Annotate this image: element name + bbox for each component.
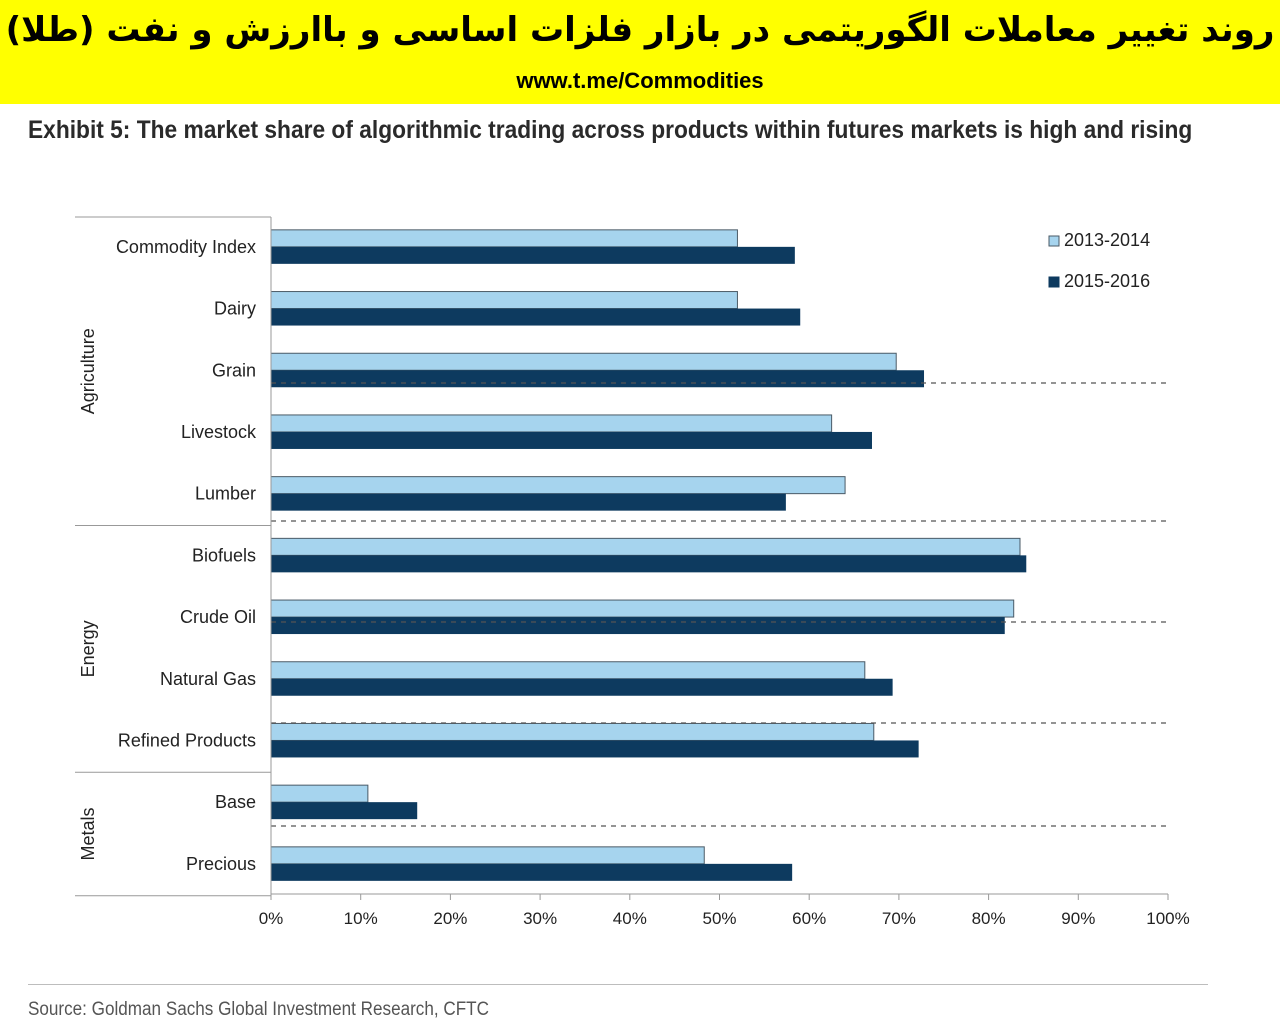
legend-label: 2013-2014 bbox=[1064, 230, 1150, 250]
legend-label: 2015-2016 bbox=[1064, 271, 1150, 291]
group-label-agriculture: Agriculture bbox=[78, 328, 98, 414]
bar-2013-2014 bbox=[270, 599, 1015, 618]
x-tick-label: 90% bbox=[1061, 909, 1095, 928]
bar-2013-2014 bbox=[270, 476, 846, 495]
x-tick-label: 40% bbox=[613, 909, 647, 928]
bar-2015-2016 bbox=[271, 493, 786, 511]
bar-2015-2016 bbox=[271, 740, 919, 758]
group-label-metals: Metals bbox=[78, 807, 98, 860]
bar-2013-2014 bbox=[270, 537, 1021, 556]
x-tick-label: 30% bbox=[523, 909, 557, 928]
bar-2015-2016 bbox=[271, 678, 893, 696]
category-label: Grain bbox=[212, 360, 256, 380]
x-tick-label: 80% bbox=[972, 909, 1006, 928]
bar-chart: Commodity Index Dairy Grain Livestock Lumber… bbox=[75, 216, 1190, 928]
x-tick-label: 10% bbox=[344, 909, 378, 928]
bar-2013-2014 bbox=[270, 661, 866, 680]
category-label: Commodity Index bbox=[116, 237, 256, 257]
source-note: Source: Goldman Sachs Global Investment … bbox=[28, 999, 489, 1020]
category-label: Base bbox=[215, 792, 256, 812]
group-label-energy: Energy bbox=[78, 620, 98, 677]
banner-title: روند تغییر معاملات الگوریتمی در بازار فل… bbox=[5, 10, 1275, 50]
category-label: Livestock bbox=[181, 422, 257, 442]
bar-2015-2016 bbox=[271, 863, 793, 881]
bar-2013-2014 bbox=[270, 352, 897, 371]
banner-url: www.t.me/Commodities bbox=[516, 68, 764, 93]
bar-2015-2016 bbox=[271, 802, 418, 820]
x-tick-label: 0% bbox=[259, 909, 284, 928]
header-banner: روند تغییر معاملات الگوریتمی در بازار فل… bbox=[0, 0, 1280, 104]
bar-2013-2014 bbox=[270, 414, 833, 433]
legend-swatch bbox=[1048, 276, 1060, 288]
category-label: Precious bbox=[186, 854, 256, 874]
x-tick-label: 50% bbox=[702, 909, 736, 928]
bar-2015-2016 bbox=[271, 246, 795, 264]
bar-2015-2016 bbox=[271, 555, 1027, 573]
bar-2013-2014 bbox=[270, 846, 705, 865]
category-label: Refined Products bbox=[118, 730, 256, 750]
bar-2013-2014 bbox=[270, 229, 738, 248]
category-label: Lumber bbox=[195, 484, 256, 504]
bar-2013-2014 bbox=[270, 291, 738, 310]
category-label: Dairy bbox=[214, 299, 256, 319]
source-divider bbox=[28, 984, 1208, 985]
chart-title: Exhibit 5: The market share of algorithm… bbox=[28, 116, 1193, 144]
x-tick-label: 20% bbox=[433, 909, 467, 928]
bar-2015-2016 bbox=[271, 370, 925, 388]
legend-swatch bbox=[1048, 235, 1060, 247]
bar-2013-2014 bbox=[270, 784, 369, 803]
x-tick-label: 100% bbox=[1146, 909, 1189, 928]
category-label: Biofuels bbox=[192, 545, 256, 565]
category-label: Natural Gas bbox=[160, 669, 256, 689]
x-tick-label: 60% bbox=[792, 909, 826, 928]
bar-2013-2014 bbox=[270, 722, 875, 741]
x-tick-label: 70% bbox=[882, 909, 916, 928]
bar-2015-2016 bbox=[271, 308, 801, 326]
bar-2015-2016 bbox=[271, 617, 1005, 635]
bar-2015-2016 bbox=[271, 431, 872, 449]
category-label: Crude Oil bbox=[180, 607, 256, 627]
